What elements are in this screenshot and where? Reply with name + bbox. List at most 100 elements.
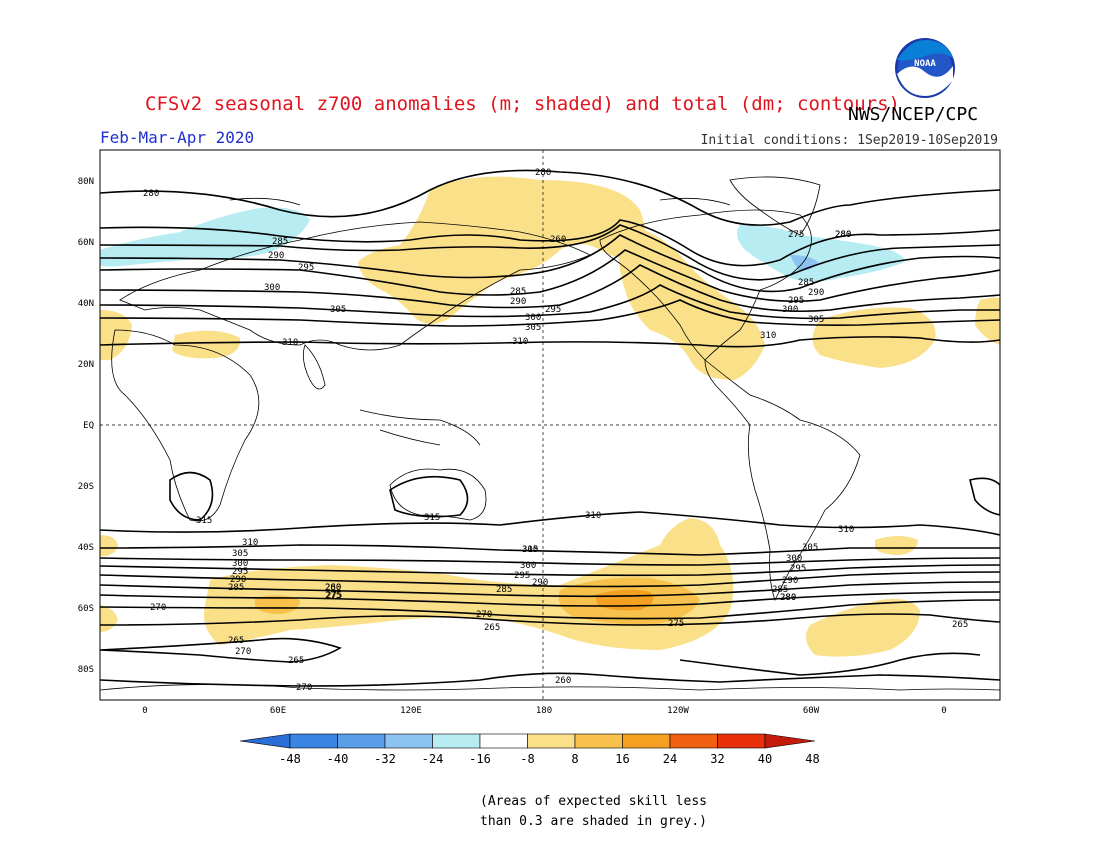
lon-label: 0	[142, 706, 147, 716]
contour-label: 300	[782, 305, 798, 315]
contour-label: 310	[242, 538, 258, 548]
contour-label: 280	[780, 593, 796, 603]
lon-label: 180	[536, 706, 552, 716]
colorbar-label: -32	[374, 752, 396, 766]
colorbar-swatch	[669, 733, 718, 749]
contour-label: 270	[150, 603, 166, 613]
lat-label: 60S	[78, 604, 94, 614]
contour-label: 280	[835, 230, 851, 240]
colorbar-label: -48	[279, 752, 301, 766]
contour-label: 300	[520, 561, 536, 571]
colorbar-swatch	[337, 733, 386, 749]
contour-label: 275	[325, 591, 341, 601]
contour-label: 310	[522, 545, 538, 555]
contour-label: 290	[532, 578, 548, 588]
contour-label: 300	[525, 313, 541, 323]
contour-label: 310	[512, 337, 528, 347]
contour-label: 295	[545, 305, 561, 315]
contour-label: 310	[838, 525, 854, 535]
contour-label: 290	[782, 576, 798, 586]
contour-label: 285	[228, 583, 244, 593]
contour-label: 290	[268, 251, 284, 261]
contour-label: 285	[798, 278, 814, 288]
contour-label: 300	[786, 554, 802, 564]
colorbar-label: 48	[805, 752, 819, 766]
contour-labels: 280 285 290 295 300 305 310 280 260 280 …	[143, 168, 968, 693]
footnote-line-1: (Areas of expected skill less	[480, 794, 707, 809]
colorbar-label: 24	[663, 752, 677, 766]
colorbar-arrow-right	[764, 733, 816, 749]
colorbar-swatch	[289, 733, 338, 749]
contour-label: 260	[325, 583, 341, 593]
contour-label: 295	[788, 296, 804, 306]
colorbar-label: -16	[469, 752, 491, 766]
lat-label: 40S	[78, 543, 94, 553]
contour-label: 300	[232, 559, 248, 569]
colorbar-swatch	[574, 733, 623, 749]
contour-label: 295	[298, 263, 314, 273]
contour-label: 305	[330, 305, 346, 315]
contour-label: 260	[555, 676, 571, 686]
contour-label: 270	[476, 610, 492, 620]
contour-label: 280	[143, 189, 159, 199]
latitude-axis: 80N 60N 40N 20N EQ 20S 40S 60S 80S	[78, 177, 94, 675]
contour-label: 305	[808, 315, 824, 325]
height-contours	[100, 169, 1000, 687]
lat-label: 40N	[78, 299, 94, 309]
contour-label: 305	[232, 549, 248, 559]
contour-label: 275	[788, 230, 804, 240]
colorbar-swatch	[384, 733, 433, 749]
contour-label: 310	[585, 511, 601, 521]
colorbar-swatch	[622, 733, 671, 749]
contour-label: 275	[326, 591, 342, 601]
agency-label: NWS/NCEP/CPC	[848, 104, 978, 125]
contour-label: 285	[772, 585, 788, 595]
colorbar: -48 -40 -32 -24 -16 -8 8 16 24 32 40 48	[239, 733, 820, 766]
colorbar-swatch	[527, 733, 576, 749]
contour-label: 315	[196, 516, 212, 526]
contour-label: 285	[510, 287, 526, 297]
lat-label: 80N	[78, 177, 94, 187]
colorbar-swatch	[432, 733, 481, 749]
contour-label: 310	[282, 338, 298, 348]
contour-label: 270	[235, 647, 251, 657]
negative-anomaly-shading	[100, 207, 905, 282]
contour-label: 270	[296, 683, 312, 693]
initial-conditions-label: Initial conditions: 1Sep2019-10Sep2019	[701, 133, 998, 148]
contour-label: 260	[550, 235, 566, 245]
colorbar-label: 32	[710, 752, 724, 766]
contour-label: 280	[780, 593, 796, 603]
lon-label: 120W	[667, 706, 689, 716]
contour-label: 315	[424, 513, 440, 523]
lon-label: 120E	[400, 706, 422, 716]
lat-label: 20N	[78, 360, 94, 370]
contour-label: 295	[514, 571, 530, 581]
contour-label: 265	[228, 636, 244, 646]
footnote-line-2: than 0.3 are shaded in grey.)	[480, 814, 707, 829]
lat-label: EQ	[83, 421, 94, 431]
colorbar-label: -24	[422, 752, 444, 766]
lon-label: 60W	[803, 706, 820, 716]
contour-label: 280	[325, 583, 341, 593]
contour-label: 290	[230, 575, 246, 585]
contour-label: 305	[525, 323, 541, 333]
lat-label: 60N	[78, 238, 94, 248]
colorbar-label: -40	[327, 752, 349, 766]
contour-label: 290	[510, 297, 526, 307]
coastlines	[100, 176, 1000, 691]
map-panel: 280 285 290 295 300 305 310 280 260 280 …	[100, 150, 1000, 700]
lat-label: 80S	[78, 665, 94, 675]
contour-label: 285	[496, 585, 512, 595]
contour-label: 295	[790, 564, 806, 574]
contour-label: 280	[535, 168, 551, 178]
contour-label: 300	[264, 283, 280, 293]
contour-label: 290	[808, 288, 824, 298]
contour-label: 305	[802, 543, 818, 553]
map-title: CFSv2 seasonal z700 anomalies (m; shaded…	[145, 93, 900, 115]
colorbar-label: 16	[615, 752, 629, 766]
map-frame	[99, 149, 1001, 701]
colorbar-label: 40	[758, 752, 772, 766]
contour-label: 305	[522, 545, 538, 555]
colorbar-label: -8	[520, 752, 534, 766]
